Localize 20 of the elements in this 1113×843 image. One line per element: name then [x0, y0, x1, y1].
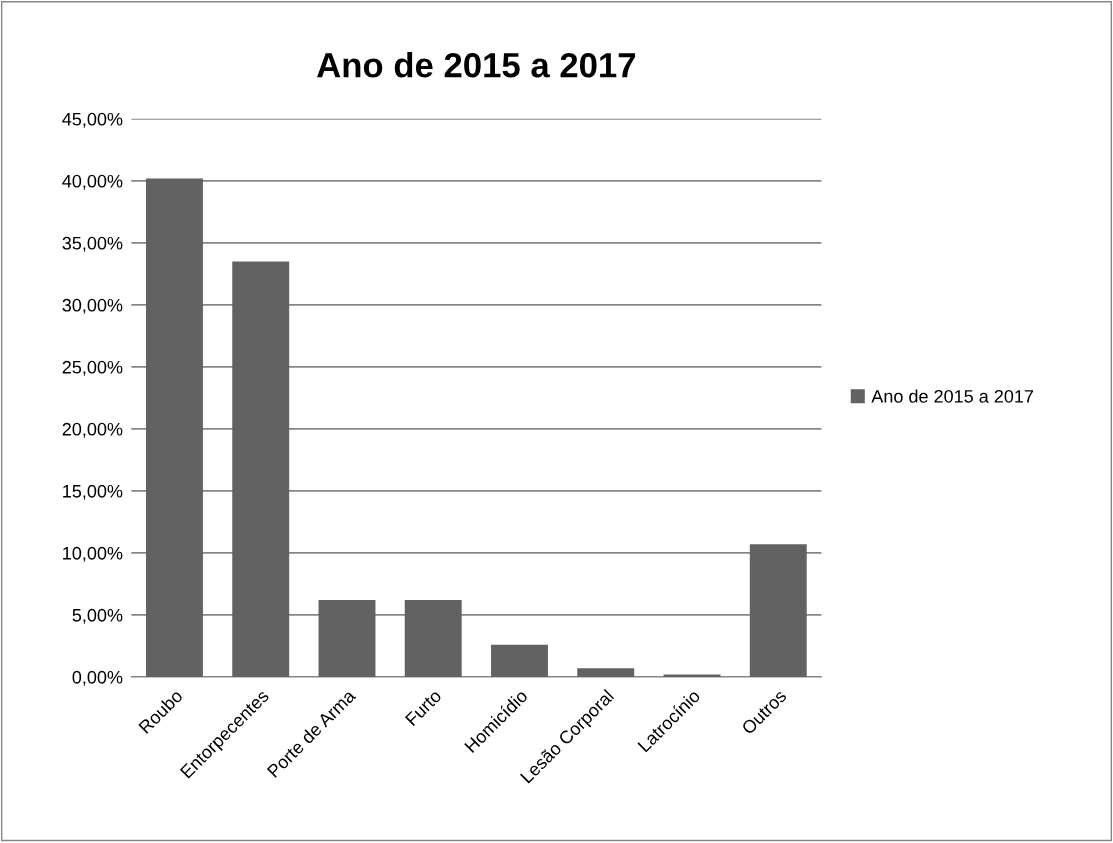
y-tick-label: 30,00% [62, 298, 123, 314]
bar [663, 674, 721, 677]
chart-title: Ano de 2015 a 2017 [317, 52, 636, 78]
y-tick-label: 15,00% [63, 484, 123, 500]
bar [146, 178, 203, 677]
y-tick-label: 10,00% [63, 546, 123, 562]
bar [491, 644, 548, 677]
bar [577, 668, 635, 677]
bar [232, 261, 290, 677]
y-tick-label: 40,00% [62, 174, 123, 190]
y-tick-label: 35,00% [62, 236, 123, 252]
y-tick-label: 25,00% [62, 360, 123, 376]
bar [404, 600, 462, 677]
bar [318, 600, 376, 677]
y-tick-label: 20,00% [62, 422, 123, 438]
bar [749, 544, 807, 677]
y-tick-label: 0,00% [72, 670, 123, 686]
legend-label: Ano de 2015 a 2017 [871, 389, 1034, 403]
y-tick-label: 45,00% [62, 112, 123, 128]
y-tick-label: 5,00% [72, 608, 123, 624]
